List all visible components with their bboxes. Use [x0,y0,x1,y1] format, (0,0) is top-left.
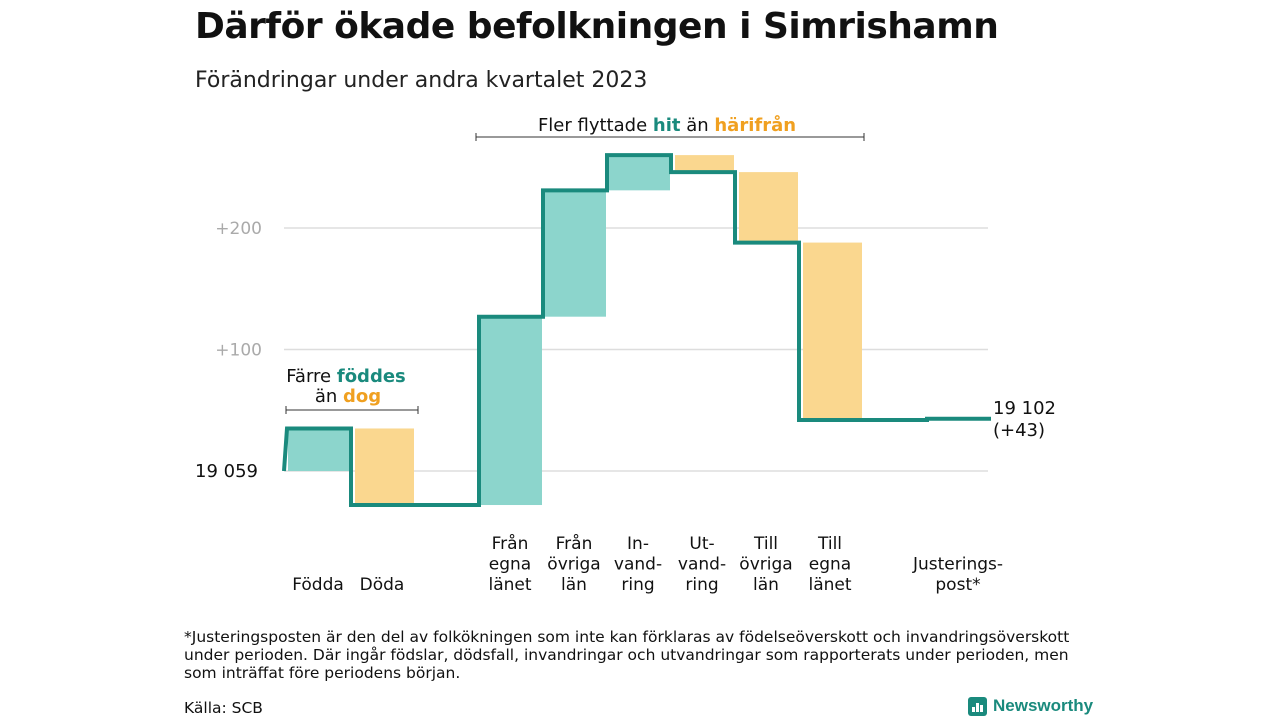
births-deaths-annotation-line2: än dog [315,386,381,407]
category-label: Till egna länet [808,534,851,595]
annotation-highlight-harifran: härifrån [714,114,796,136]
migration-bracket [475,133,865,141]
chart-title: Därför ökade befolkningen i Simrishamn [195,6,999,47]
waterfall-bar [480,316,542,506]
category-label: Justerings-post* [912,555,1003,596]
waterfall-bar [675,155,734,173]
waterfall-bar [544,190,606,317]
category-label: In-vand-ring [614,534,662,595]
start-value-label: 19 059 [195,461,258,482]
chart-subtitle: Förändringar under andra kvartalet 2023 [195,68,648,93]
births-deaths-bracket [285,406,419,414]
end-value-label: 19 102 [993,398,1056,419]
chart-labels: +100 +200 Födda Döda Från egna länet Från övriga… [195,219,1056,595]
chart-step-line [282,153,991,508]
footnote: *Justeringsposten är den del av folkökni… [184,628,1070,682]
category-label: Från övriga län [547,533,600,595]
y-tick-label: +200 [215,219,262,239]
annotation-highlight-hit: hit [653,115,681,136]
cumulative-step-line [282,153,991,508]
y-tick-label: +100 [215,341,262,361]
waterfall-bar [355,428,414,506]
logo-text: Newsworthy [993,696,1094,715]
end-change-label: (+43) [993,420,1045,441]
waterfall-chart: +100 +200 Födda Döda Från egna länet Från övriga… [195,114,1056,595]
annotation-highlight-foddes: föddes [337,366,406,387]
chart-bars [288,155,990,506]
category-label: Döda [360,575,405,595]
category-label: Från egna länet [488,533,531,595]
waterfall-bar [288,428,350,471]
migration-annotation: Fler flyttade hit än härifrån [538,114,796,136]
category-label: Ut-vand-ring [678,534,726,595]
annotation-highlight-dog: dog [343,386,381,407]
source-label: Källa: SCB [184,699,263,717]
waterfall-bar [739,172,798,243]
category-label: Födda [292,575,344,595]
births-deaths-annotation-line1: Färre föddes [286,366,406,387]
newsworthy-logo: Newsworthy [968,696,1093,716]
waterfall-bar [803,242,862,420]
category-label: Till övriga län [739,534,792,595]
waterfall-bar [608,155,670,191]
bar-chart-icon [968,696,987,716]
